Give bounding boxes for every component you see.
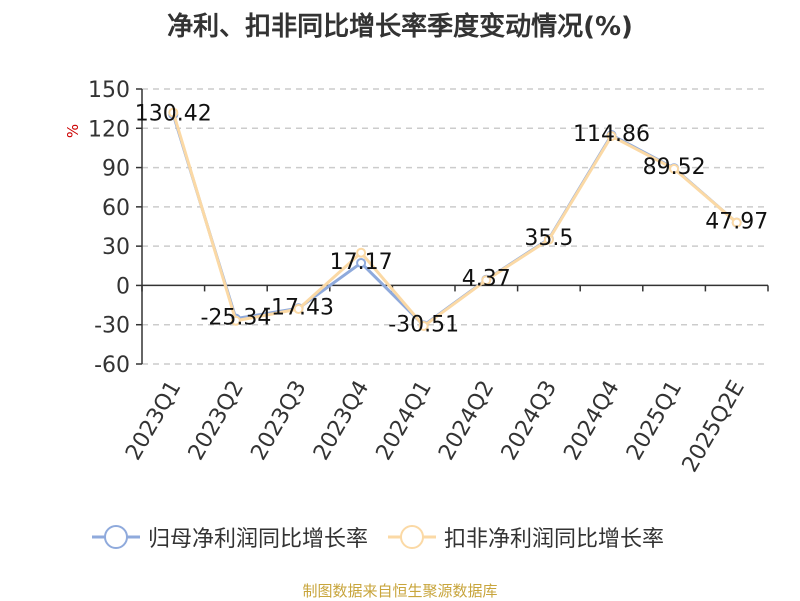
- y-tick-label: 30: [102, 235, 130, 260]
- legend: 归母净利润同比增长率 扣非净利润同比增长率: [90, 522, 682, 552]
- legend-item: 归母净利润同比增长率: [90, 521, 368, 553]
- source-note: 制图数据来自恒生聚源数据库: [302, 582, 498, 600]
- series-lines: [168, 107, 742, 332]
- data-point: [669, 163, 680, 174]
- x-tick-label: 2024Q2: [434, 377, 499, 465]
- x-tick-label: 2024Q1: [372, 377, 437, 465]
- data-label: 35.5: [524, 226, 573, 251]
- y-tick-label: 120: [88, 117, 130, 142]
- data-label: 114.86: [573, 122, 650, 147]
- series-line: [171, 114, 738, 327]
- y-tick-label: 0: [116, 274, 130, 299]
- x-tick-label: 2023Q1: [121, 377, 186, 465]
- data-point: [293, 304, 304, 314]
- legend-item: 扣非净利润同比增长率: [386, 521, 664, 553]
- gridlines: [142, 88, 768, 365]
- legend-marker: [388, 525, 437, 549]
- data-point: [168, 107, 179, 118]
- x-tick-label: 2025Q1: [622, 377, 687, 465]
- y-tick-label: -30: [94, 314, 130, 339]
- legend-marker: [92, 525, 140, 549]
- data-label: -17.43: [263, 295, 334, 320]
- axes: -60-300306090120150%2023Q12023Q22023Q320…: [64, 78, 769, 477]
- x-tick-label: 2023Q2: [184, 377, 249, 465]
- data-label: 17.17: [330, 250, 393, 275]
- x-tick-label: 2024Q4: [559, 377, 624, 465]
- x-tick-label: 2024Q3: [497, 377, 562, 465]
- x-tick-label: 2023Q4: [309, 377, 374, 465]
- y-tick-label: 150: [88, 78, 130, 103]
- data-labels: 130.42 -25.34-17.43 17.17 -30.514.37 35.5 114…: [135, 102, 768, 338]
- series-line: [171, 112, 738, 328]
- data-point: [230, 315, 241, 326]
- data-point: [418, 321, 429, 332]
- data-label: -25.34: [200, 306, 271, 331]
- x-tick-label: 2025Q2E: [678, 377, 750, 477]
- y-tick-label: -60: [94, 353, 130, 378]
- y-tick-label: 90: [102, 157, 130, 182]
- data-point: [356, 257, 367, 268]
- data-label: 130.42: [135, 102, 212, 127]
- data-label: 89.52: [643, 155, 706, 180]
- legend-label: 扣非净利润同比增长率: [444, 527, 665, 552]
- y-tick-label: 60: [102, 196, 130, 221]
- data-point: [543, 234, 554, 245]
- data-point: [356, 247, 367, 258]
- data-label: -30.51: [388, 312, 459, 337]
- data-point: [481, 275, 492, 286]
- legend-label: 归母净利润同比增长率: [148, 527, 369, 552]
- data-point: [731, 217, 742, 228]
- data-label: 4.37: [462, 267, 511, 292]
- chart-title: 净利、扣非同比增长率季度变动情况(%): [167, 12, 633, 42]
- data-point: [606, 131, 617, 142]
- x-tick-label: 2023Q3: [246, 377, 311, 465]
- y-axis-label: %: [64, 124, 82, 138]
- data-label: 47.97: [705, 210, 768, 235]
